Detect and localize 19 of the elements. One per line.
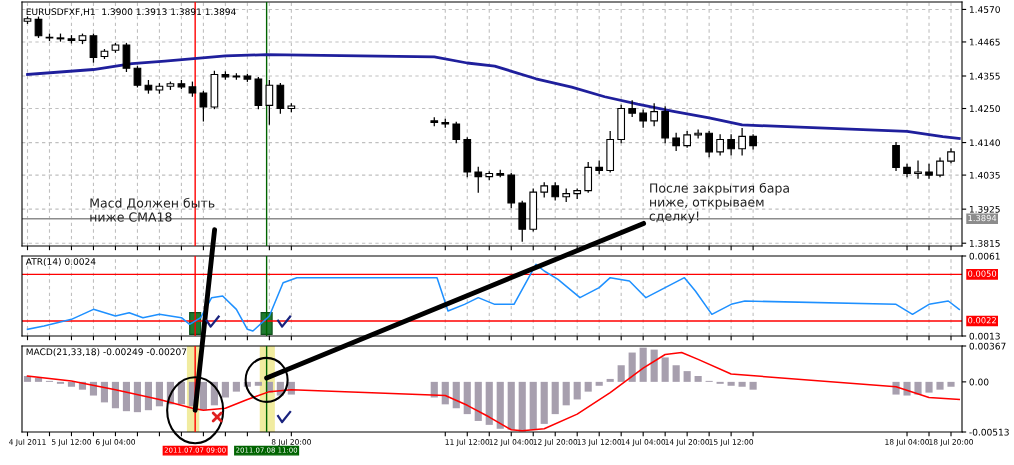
y-tick-label: 1.4035 — [969, 171, 1000, 179]
ref-line-label: 1.3894 — [968, 214, 997, 222]
y-tick-label: 1.4465 — [969, 38, 1000, 46]
y-tick-label: -0.00513 — [969, 428, 1009, 436]
ref-line-label: 0.0022 — [968, 317, 996, 324]
y-tick-label: 0.00367 — [969, 342, 1006, 350]
y-tick-label: 1.4570 — [969, 6, 1000, 13]
y-tick-label: 0.0061 — [969, 252, 1000, 260]
y-tick-label: 1.4250 — [969, 105, 1000, 113]
chart-title: ATR(14) 0.0024 — [25, 258, 96, 267]
y-tick-label: 1.3815 — [969, 239, 1000, 247]
y-tick-label: 1.3925 — [969, 205, 1000, 213]
ref-line-label: 0.0050 — [968, 270, 997, 277]
chart-title: MACD(21,33,18) -0.00249 -0.00207 — [26, 348, 187, 357]
y-tick-label: 1.4140 — [969, 139, 1000, 147]
y-tick-label: 0.00 — [969, 378, 989, 386]
annotation: После закрытия бара ниже, открываем сделку! — [649, 182, 789, 224]
y-tick-label: 0.0013 — [969, 332, 1000, 340]
y-tick-label: 1.4355 — [969, 72, 1000, 80]
